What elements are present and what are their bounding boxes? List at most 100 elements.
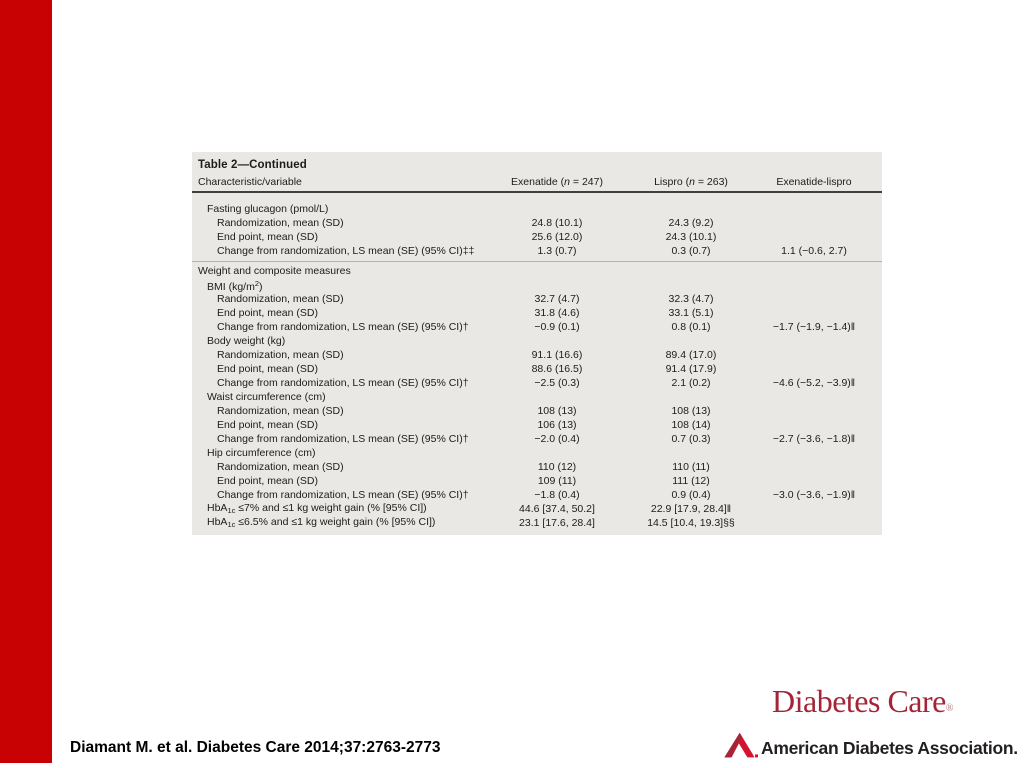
cell-exenatide: 23.1 [17.6, 28.4]: [519, 517, 595, 529]
table-row: Randomization, mean (SD) 110 (12) 110 (11): [192, 460, 882, 474]
row-label: End point, mean (SD): [217, 475, 318, 487]
cell-lispro: 108 (14): [671, 419, 711, 431]
cell-lispro: 108 (13): [671, 405, 711, 417]
row-label: Randomization, mean (SD): [217, 349, 344, 361]
cell-exenatide: 32.7 (4.7): [534, 293, 580, 305]
row-label: Fasting glucagon (pmol/L): [207, 203, 329, 215]
row-label: Randomization, mean (SD): [217, 461, 344, 473]
row-label: Change from randomization, LS mean (SE) …: [217, 321, 469, 333]
table-row: End point, mean (SD) 88.6 (16.5) 91.4 (17.…: [192, 362, 882, 376]
table-row: BMI (kg/m2): [192, 278, 882, 293]
cell-exenatide: −2.5 (0.3): [534, 377, 580, 389]
table-row: HbA1c ≤7% and ≤1 kg weight gain (% [95% …: [192, 502, 882, 516]
cell-lispro: 24.3 (9.2): [668, 217, 714, 229]
cell-exenatide: 31.8 (4.6): [534, 307, 580, 319]
cell-lispro: 0.9 (0.4): [671, 489, 711, 501]
row-label: BMI (kg/m2): [207, 278, 263, 293]
cell-lispro: 2.1 (0.2): [671, 377, 711, 389]
table-row: Waist circumference (cm): [192, 390, 882, 404]
table-row: Weight and composite measures: [192, 264, 882, 278]
section-divider: [192, 261, 882, 262]
cell-lispro: 91.4 (17.9): [665, 363, 717, 375]
cell-exenatide: 91.1 (16.6): [531, 349, 583, 361]
cell-lispro: 33.1 (5.1): [668, 307, 714, 319]
cell-exenatide: 88.6 (16.5): [531, 363, 583, 375]
cell-lispro: 14.5 [10.4, 19.3]§§: [647, 517, 735, 529]
cell-lispro: 0.3 (0.7): [671, 245, 711, 257]
cell-exenatide: 1.3 (0.7): [537, 245, 577, 257]
row-label: Change from randomization, LS mean (SE) …: [217, 377, 469, 389]
cell-lispro: 32.3 (4.7): [668, 293, 714, 305]
table-row: End point, mean (SD) 31.8 (4.6) 33.1 (5.1): [192, 306, 882, 320]
table-panel: Table 2—Continued Characteristic/variabl…: [192, 152, 882, 535]
registered-mark: ®: [945, 703, 954, 714]
cell-exenatide: 109 (11): [537, 475, 577, 487]
cell-lispro: 89.4 (17.0): [665, 349, 717, 361]
row-label: HbA1c ≤7% and ≤1 kg weight gain (% [95% …: [207, 501, 427, 515]
table-row: Randomization, mean (SD) 91.1 (16.6) 89.4 …: [192, 348, 882, 362]
table-row: Randomization, mean (SD) 32.7 (4.7) 32.3 (…: [192, 292, 882, 306]
table-row: Randomization, mean (SD) 108 (13) 108 (13): [192, 404, 882, 418]
cell-lispro: 22.9 [17.9, 28.4]‖: [650, 503, 732, 515]
table-row: Change from randomization, LS mean (SE) …: [192, 488, 882, 502]
cell-lispro: 0.7 (0.3): [671, 433, 711, 445]
row-label: HbA1c ≤6.5% and ≤1 kg weight gain (% [95…: [207, 515, 436, 529]
table-row: Hip circumference (cm): [192, 446, 882, 460]
row-label: Body weight (kg): [207, 335, 286, 347]
table-rows: Fasting glucagon (pmol/L) Randomization, …: [192, 202, 882, 530]
row-label: Randomization, mean (SD): [217, 293, 344, 305]
ada-name: American Diabetes Association.: [761, 737, 1018, 758]
row-label: End point, mean (SD): [217, 307, 318, 319]
table-row: Fasting glucagon (pmol/L): [192, 202, 882, 216]
cell-exenatide: 106 (13): [537, 419, 577, 431]
column-header-lispro: Lispro (n = 263): [654, 176, 728, 188]
table-row: End point, mean (SD) 106 (13) 108 (14): [192, 418, 882, 432]
left-accent-bar: [0, 0, 52, 763]
row-label: Hip circumference (cm): [207, 447, 316, 459]
ada-logo: American Diabetes Association.: [724, 732, 1018, 764]
table-row: Change from randomization, LS mean (SE) …: [192, 244, 882, 258]
row-label: Change from randomization, LS mean (SE) …: [217, 245, 475, 257]
cell-exenatide: −0.9 (0.1): [534, 321, 580, 333]
row-label: Randomization, mean (SD): [217, 405, 344, 417]
cell-exenatide: −1.8 (0.4): [534, 489, 580, 501]
cell-exenatide: 110 (12): [537, 461, 577, 473]
row-label: End point, mean (SD): [217, 231, 318, 243]
table-row: Randomization, mean (SD) 24.8 (10.1) 24.3 …: [192, 216, 882, 230]
row-label: Change from randomization, LS mean (SE) …: [217, 489, 469, 501]
table-row: Change from randomization, LS mean (SE) …: [192, 320, 882, 334]
cell-exenatide: 44.6 [37.4, 50.2]: [519, 503, 595, 515]
cell-exenatide: 108 (13): [537, 405, 577, 417]
diabetes-care-logo: Diabetes Care®: [772, 684, 1002, 726]
cell-lispro: 111 (12): [672, 475, 710, 487]
row-label: Waist circumference (cm): [207, 391, 326, 403]
column-header-exenatide: Exenatide (n = 247): [511, 176, 603, 188]
ada-triangle-icon: [724, 732, 758, 764]
table-row: End point, mean (SD) 25.6 (12.0) 24.3 (10.…: [192, 230, 882, 244]
row-label: End point, mean (SD): [217, 419, 318, 431]
column-header-difference: Exenatide-lispro: [776, 176, 852, 188]
cell-difference: −4.6 (−5.2, −3.9)‖: [772, 377, 856, 389]
table-header-row: Characteristic/variable Exenatide (n = 2…: [192, 176, 882, 193]
cell-difference: −1.7 (−1.9, −1.4)‖: [772, 321, 856, 333]
cell-difference: 1.1 (−0.6, 2.7): [781, 245, 847, 257]
table-row: HbA1c ≤6.5% and ≤1 kg weight gain (% [95…: [192, 516, 882, 530]
citation: Diamant M. et al. Diabetes Care 2014;37:…: [70, 739, 441, 756]
row-label: Change from randomization, LS mean (SE) …: [217, 433, 469, 445]
table-row: Change from randomization, LS mean (SE) …: [192, 432, 882, 446]
table-title: Table 2—Continued: [198, 159, 307, 171]
cell-exenatide: 25.6 (12.0): [531, 231, 583, 243]
cell-exenatide: −2.0 (0.4): [534, 433, 580, 445]
table-row: Change from randomization, LS mean (SE) …: [192, 376, 882, 390]
table-row: Body weight (kg): [192, 334, 882, 348]
cell-lispro: 110 (11): [672, 461, 710, 473]
cell-lispro: 24.3 (10.1): [665, 231, 717, 243]
table-row: End point, mean (SD) 109 (11) 111 (12): [192, 474, 882, 488]
cell-lispro: 0.8 (0.1): [671, 321, 711, 333]
cell-difference: −3.0 (−3.6, −1.9)‖: [772, 489, 856, 501]
cell-difference: −2.7 (−3.6, −1.8)‖: [772, 433, 856, 445]
cell-exenatide: 24.8 (10.1): [531, 217, 583, 229]
column-header-characteristic: Characteristic/variable: [198, 176, 302, 188]
row-label: End point, mean (SD): [217, 363, 318, 375]
